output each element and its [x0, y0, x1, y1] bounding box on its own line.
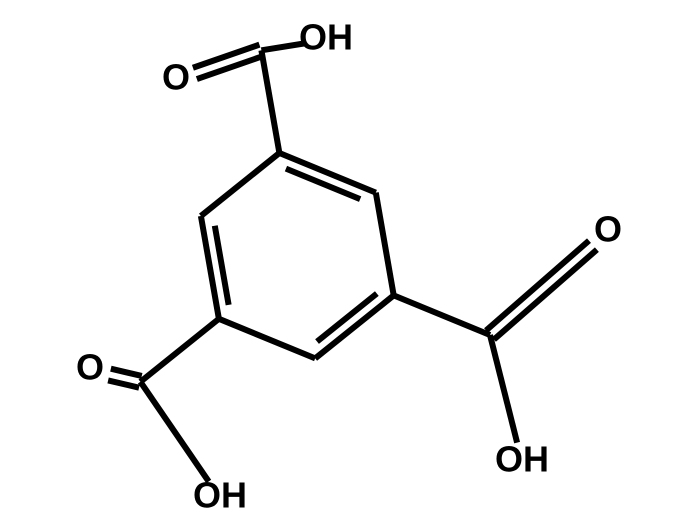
atom-label-o1: O [162, 57, 190, 98]
molecule-svg: O OH O OH O OH [0, 0, 696, 520]
atom-label-oh1: OH [299, 17, 353, 58]
atom-label-o3: O [76, 347, 104, 388]
atom-label-oh3: OH [193, 475, 247, 516]
atom-label-oh2: OH [495, 439, 549, 480]
atom-label-o2: O [594, 209, 622, 250]
bonds-layer [108, 43, 597, 481]
labels-layer: O OH O OH O OH [76, 17, 622, 516]
